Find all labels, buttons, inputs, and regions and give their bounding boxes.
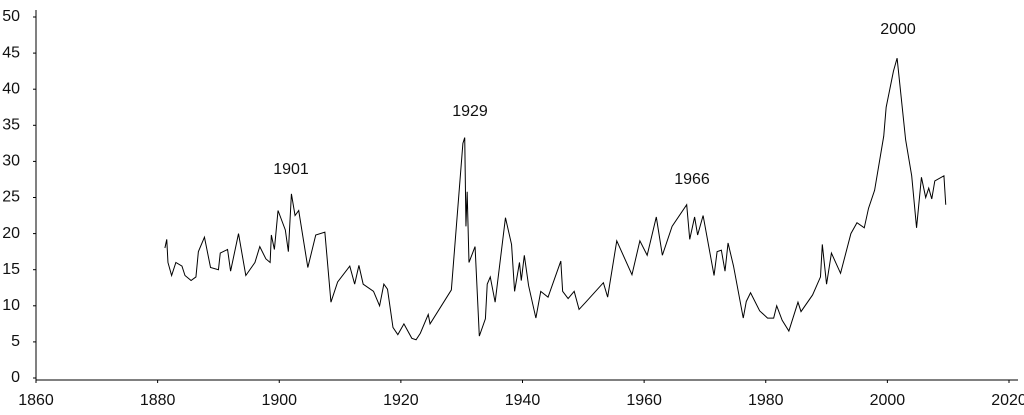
- x-tick-label: 1860: [18, 392, 54, 409]
- x-tick-label: 1880: [140, 392, 176, 409]
- annotation: 1929: [452, 103, 488, 120]
- y-tick-label: 25: [2, 189, 20, 206]
- line: [164, 58, 947, 341]
- y-tick-label: 40: [2, 80, 20, 97]
- x-tick-label: 1900: [261, 392, 297, 409]
- x-tick-label: 1960: [626, 392, 662, 409]
- y-tick-label: 10: [2, 297, 20, 314]
- x-tick-label: 2020: [991, 392, 1024, 409]
- y-tick-label: 35: [2, 117, 20, 134]
- annotation: 1901: [273, 161, 309, 178]
- x-tick-label: 2000: [870, 392, 906, 409]
- y-tick-label: 30: [2, 153, 20, 170]
- annotation: 2000: [880, 21, 916, 38]
- y-tick-label: 0: [11, 369, 20, 386]
- y-tick-label: 15: [2, 261, 20, 278]
- x-tick-label: 1980: [748, 392, 784, 409]
- y-tick-label: 5: [11, 333, 20, 350]
- y-tick-label: 45: [2, 44, 20, 61]
- y-tick-label: 20: [2, 225, 20, 242]
- annotation: 1966: [674, 171, 710, 188]
- y-tick-label: 50: [2, 8, 20, 25]
- x-tick-label: 1920: [383, 392, 419, 409]
- x-tick-label: 1940: [505, 392, 541, 409]
